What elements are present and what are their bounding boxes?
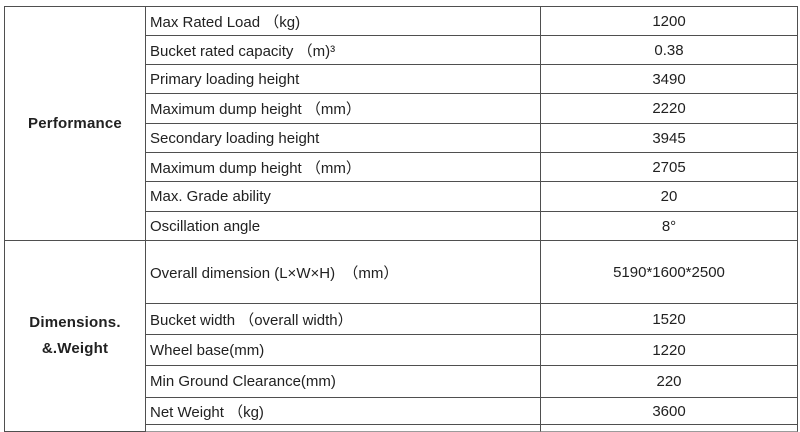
value-cell-bucket-rated-capacity: 0.38 xyxy=(541,36,798,65)
value-cell-overall-dimension: 5190*1600*2500 xyxy=(541,241,798,304)
param-cell-bucket-rated-capacity: Bucket rated capacity （m)³ xyxy=(146,36,541,65)
param-cell-net-weight: Net Weight （kg) xyxy=(146,398,541,425)
param-cell-bucket-width: Bucket width （overall width） xyxy=(146,304,541,335)
param-cell-primary-loading-height: Primary loading height xyxy=(146,65,541,94)
param-cell-max-dump-height-1: Maximum dump height （mm） xyxy=(146,94,541,124)
value-cell-primary-loading-height: 3490 xyxy=(541,65,798,94)
param-cell-overall-dimension: Overall dimension (L×W×H) （mm） xyxy=(146,241,541,304)
value-cell-net-weight: 3600 xyxy=(541,398,798,425)
param-cell-wheel-base: Wheel base(mm) xyxy=(146,335,541,366)
value-cell-bucket-width: 1520 xyxy=(541,304,798,335)
spec-table: Performance Dimensions. &.Weight Max Rat… xyxy=(4,6,798,432)
category-cell-performance: Performance xyxy=(5,7,146,241)
value-cell-oscillation-angle: 8° xyxy=(541,212,798,241)
category-label-dimensions-line2: &.Weight xyxy=(41,340,109,357)
param-cell-oscillation-angle: Oscillation angle xyxy=(146,212,541,241)
value-cell-min-ground-clearance: 220 xyxy=(541,366,798,398)
value-cell-max-rated-load: 1200 xyxy=(541,7,798,36)
category-label-performance: Performance xyxy=(28,114,122,132)
value-cell-wheel-base: 1220 xyxy=(541,335,798,366)
value-cell-max-dump-height-1: 2220 xyxy=(541,94,798,124)
param-cell-max-dump-height-2: Maximum dump height （mm） xyxy=(146,153,541,182)
category-cell-dimensions-weight: Dimensions. &.Weight xyxy=(5,241,146,432)
param-cell-max-rated-load: Max Rated Load （kg) xyxy=(146,7,541,36)
param-cell-secondary-loading-height: Secondary loading height xyxy=(146,124,541,153)
value-cell-secondary-loading-height: 3945 xyxy=(541,124,798,153)
value-cell-max-dump-height-2: 2705 xyxy=(541,153,798,182)
category-label-dimensions-line1: Dimensions. xyxy=(29,314,121,331)
value-cell-max-grade-ability: 20 xyxy=(541,182,798,212)
param-cell-min-ground-clearance: Min Ground Clearance(mm) xyxy=(146,366,541,398)
param-cell-max-grade-ability: Max. Grade ability xyxy=(146,182,541,212)
